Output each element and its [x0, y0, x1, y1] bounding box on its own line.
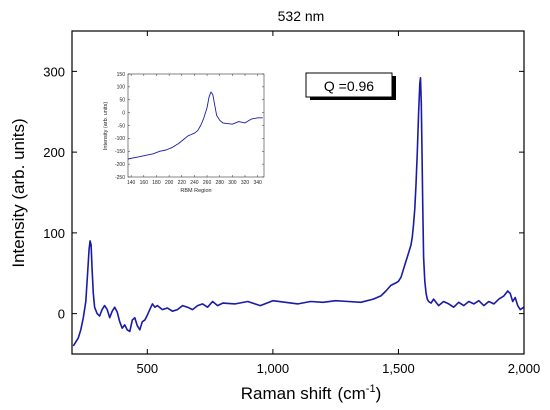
main-axis-ticks [72, 31, 525, 354]
inset-y-tick-label: 150 [117, 72, 126, 78]
main-plot-frame [71, 30, 525, 355]
inset-y-tick-label: 100 [117, 85, 126, 91]
inset-y-axis-title: Intensity (arb. units) [103, 102, 109, 150]
inset-x-tick-label: 200 [165, 180, 174, 186]
x-axis-unit-base: (cm [337, 384, 365, 403]
inset-y-tick-label: -150 [115, 149, 125, 155]
inset-x-tick-label: 220 [178, 180, 187, 186]
inset-y-tick-label: -100 [115, 136, 125, 142]
annotation-box [305, 72, 393, 98]
main-y-tick-label: 300 [43, 64, 65, 79]
main-spectrum-line [72, 77, 525, 347]
x-axis-label: Raman shift [241, 384, 332, 403]
inset-chart: 140 160 180 200 220 240 260 280 300 320 340 -250 -20… [103, 72, 265, 194]
x-axis-unit-exponent: -1 [366, 383, 376, 395]
inset-x-tick-label: 260 [203, 180, 212, 186]
inset-x-tick-label: 140 [127, 180, 136, 186]
inset-y-tick-label: 50 [119, 98, 125, 104]
inset-y-tick-label: -200 [115, 162, 125, 168]
main-x-tick-label: 1,000 [257, 361, 290, 376]
inset-y-tick-label: -250 [115, 175, 125, 181]
inset-axis-ticks [128, 73, 264, 178]
inset-axis-tick-labels: 140 160 180 200 220 240 260 280 300 320 340 -250 -20… [115, 72, 262, 186]
main-y-tick-label: 0 [58, 307, 65, 322]
inset-x-axis-title: RBM Region [180, 188, 211, 194]
inset-x-tick-label: 340 [254, 180, 263, 186]
inset-x-tick-label: 160 [140, 180, 149, 186]
main-x-tick-label: 1,500 [382, 361, 415, 376]
main-x-tick-label: 2,000 [508, 361, 541, 376]
inset-y-tick-label: -50 [118, 123, 125, 129]
inset-x-tick-label: 320 [241, 180, 250, 186]
y-axis-title: Intensity (arb. units) [9, 118, 28, 267]
inset-x-tick-label: 240 [190, 180, 199, 186]
x-axis-title: Raman shift (cm-1) [241, 383, 381, 403]
inset-x-tick-label: 300 [228, 180, 237, 186]
main-x-tick-label: 500 [136, 361, 158, 376]
inset-plot-frame [127, 73, 265, 178]
inset-spectrum-line [127, 91, 263, 160]
main-y-tick-label: 100 [43, 226, 65, 241]
inset-y-tick-label: 0 [122, 110, 125, 116]
main-y-tick-label: 200 [43, 145, 65, 160]
chart-title: 532 nm [278, 8, 325, 24]
inset-x-tick-label: 280 [216, 180, 225, 186]
inset-x-tick-label: 180 [152, 180, 161, 186]
annotation-text: Q =0.96 [324, 78, 374, 94]
q-value-annotation: Q =0.96 [305, 72, 396, 100]
x-axis-unit-close: ) [376, 384, 382, 403]
